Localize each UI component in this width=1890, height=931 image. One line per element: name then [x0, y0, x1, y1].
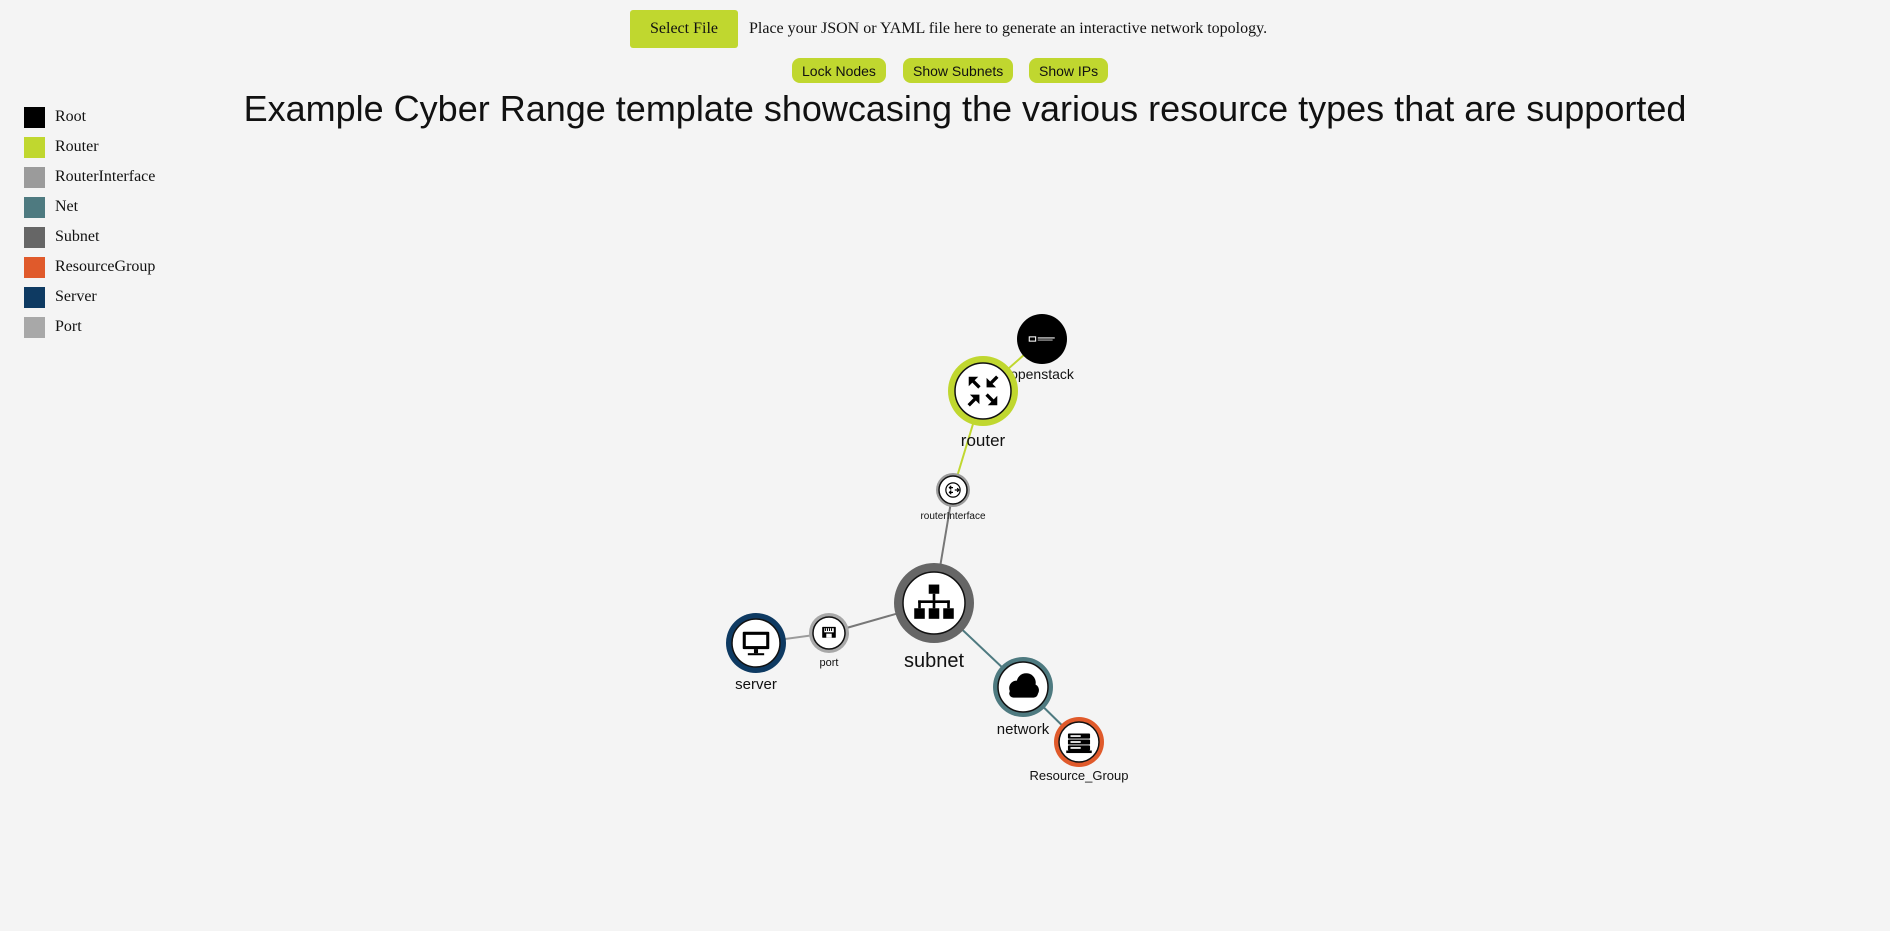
server-rack-icon — [1066, 733, 1092, 754]
node-ring — [1017, 314, 1067, 364]
legend-swatch — [24, 136, 45, 158]
node-label-port: port — [820, 657, 839, 669]
subnet-icon — [914, 584, 954, 619]
lock-nodes-button[interactable]: Lock Nodes — [792, 58, 886, 83]
legend-swatch — [24, 286, 45, 308]
legend-item-net: Net — [24, 192, 155, 222]
file-upload-bar: Select File Place your JSON or YAML file… — [630, 10, 1267, 48]
node-label-router: router — [961, 431, 1006, 450]
legend-swatch — [24, 106, 45, 128]
legend: Root Router RouterInterface Net Subnet R… — [24, 102, 155, 342]
legend-swatch — [24, 256, 45, 278]
legend-label: Root — [55, 108, 87, 125]
template-title: Example Cyber Range template showcasing … — [243, 88, 1687, 129]
node-label-openstack: openstack — [1010, 366, 1075, 382]
router-interface-icon — [945, 482, 961, 498]
node-network[interactable] — [993, 657, 1053, 717]
openstack-logo-icon — [1028, 336, 1055, 342]
legend-item-root: Root — [24, 102, 155, 132]
select-file-button[interactable]: Select File — [630, 10, 738, 48]
legend-swatch — [24, 316, 45, 338]
legend-item-subnet: Subnet — [24, 222, 155, 252]
graph-nodes: openstack router routerInterface subnet — [726, 314, 1129, 783]
legend-item-resourcegroup: ResourceGroup — [24, 252, 155, 282]
node-core — [954, 362, 1012, 420]
legend-label: Subnet — [55, 228, 100, 245]
ethernet-port-icon — [822, 626, 836, 638]
graph-controls: Lock Nodes Show Subnets Show IPs — [0, 58, 1890, 84]
node-Resource_Group[interactable] — [1054, 717, 1104, 767]
file-drop-hint: Place your JSON or YAML file here to gen… — [749, 20, 1268, 37]
node-port[interactable] — [809, 613, 849, 653]
node-label-server: server — [735, 676, 777, 693]
monitor-icon — [742, 631, 770, 656]
show-ips-button[interactable]: Show IPs — [1029, 58, 1109, 83]
node-router[interactable] — [948, 356, 1018, 426]
legend-swatch — [24, 226, 45, 248]
router-icon — [967, 375, 999, 407]
legend-item-router: Router — [24, 132, 155, 162]
legend-swatch — [24, 166, 45, 188]
node-server[interactable] — [726, 613, 786, 673]
legend-label: Port — [55, 318, 82, 335]
node-openstack[interactable] — [1017, 314, 1067, 364]
node-label-network: network — [997, 721, 1050, 738]
legend-item-port: Port — [24, 312, 155, 342]
node-label-Resource_Group: Resource_Group — [1030, 768, 1129, 783]
node-core — [938, 475, 968, 505]
legend-label: ResourceGroup — [55, 258, 156, 275]
legend-label: RouterInterface — [55, 168, 156, 185]
cloud-icon — [1009, 673, 1039, 698]
legend-label: Router — [55, 138, 99, 155]
node-label-routerInterface: routerInterface — [920, 511, 985, 522]
node-routerInterface[interactable] — [936, 473, 970, 507]
legend-label: Server — [55, 288, 97, 305]
node-label-subnet: subnet — [904, 650, 964, 672]
legend-item-server: Server — [24, 282, 155, 312]
node-subnet[interactable] — [894, 563, 974, 643]
show-subnets-button[interactable]: Show Subnets — [903, 58, 1014, 83]
legend-item-routerinterface: RouterInterface — [24, 162, 155, 192]
legend-label: Net — [55, 198, 79, 215]
legend-swatch — [24, 196, 45, 218]
